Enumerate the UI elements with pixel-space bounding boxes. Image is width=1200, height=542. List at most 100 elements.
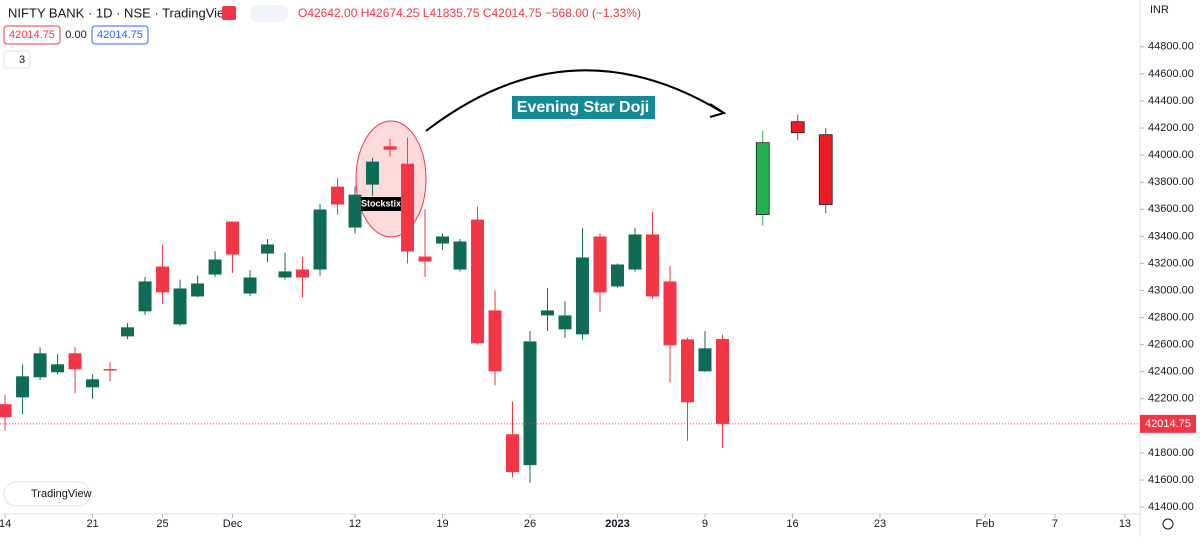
candle-body <box>383 146 397 150</box>
candle-body <box>331 186 345 205</box>
ask: 42014.75 <box>97 29 143 41</box>
candle-body <box>646 234 660 297</box>
badge <box>250 5 288 22</box>
candle-body <box>366 161 380 185</box>
spread: 0.00 <box>65 29 86 41</box>
arrow-head <box>709 103 727 118</box>
x-tick-label: 9 <box>702 518 708 530</box>
last-price-label: 42014.75 <box>1145 418 1191 430</box>
candle-body <box>313 209 327 270</box>
logo-box[interactable] <box>3 481 91 507</box>
candle-body <box>226 221 240 255</box>
x-tick-label: 13 <box>1119 518 1131 530</box>
candle-body <box>191 283 205 297</box>
candle-body <box>818 134 833 205</box>
indicators[interactable]: 3 <box>19 54 25 66</box>
candle-body <box>611 264 625 287</box>
bid-box <box>3 25 61 45</box>
y-tick-label: 44000.00 <box>1148 149 1194 161</box>
bid: 42014.75 <box>9 29 55 41</box>
candle-body <box>16 376 30 398</box>
candle-body <box>296 269 310 278</box>
candle-body <box>593 236 607 293</box>
y-tick-label: 44600.00 <box>1148 68 1194 80</box>
candle-body <box>558 315 572 330</box>
x-tick-label: Feb <box>975 518 994 530</box>
x-tick-label: 12 <box>349 518 361 530</box>
ohlc: O42642.00 H42674.25 L41835.75 C42014.75 … <box>298 6 641 20</box>
arrow <box>425 69 723 132</box>
candle-body <box>51 364 65 373</box>
y-tick-label: 43400.00 <box>1148 230 1194 242</box>
candle-body <box>453 241 467 270</box>
candle-body <box>488 310 502 372</box>
annotation: Evening Star Doji <box>517 99 649 116</box>
candle-body <box>471 219 485 344</box>
y-tick-label: 43600.00 <box>1148 203 1194 215</box>
x-tick-label: 2023 <box>605 518 629 530</box>
x-tick-label: 23 <box>874 518 886 530</box>
candle-body <box>790 121 805 134</box>
candle-body <box>33 353 47 378</box>
x-tick-label: 14 <box>0 518 11 530</box>
x-tick-label: 21 <box>86 518 98 530</box>
x-tick-label: 26 <box>524 518 536 530</box>
candle-body <box>243 277 257 294</box>
candle-body <box>680 339 694 403</box>
logo[interactable]: TradingView <box>31 488 92 500</box>
currency: INR <box>1150 4 1169 16</box>
candle-body <box>401 163 415 252</box>
x-tick-label: 25 <box>156 518 168 530</box>
candle-body <box>348 194 362 228</box>
watermark-box <box>361 197 401 211</box>
candle-body <box>663 281 677 346</box>
candle-body <box>278 271 292 278</box>
candle-body <box>86 379 100 388</box>
candle-body <box>698 348 712 372</box>
candle-body <box>68 353 82 370</box>
y-tick-label: 43200.00 <box>1148 257 1194 269</box>
x-tick-label: 16 <box>786 518 798 530</box>
x-tick-label: Dec <box>223 518 243 530</box>
candle-body <box>418 256 432 262</box>
y-tick-label: 44200.00 <box>1148 122 1194 134</box>
last-price-box <box>1140 414 1196 433</box>
y-tick-label: 44400.00 <box>1148 95 1194 107</box>
candle-body <box>261 244 275 254</box>
annotation-box <box>512 96 655 119</box>
candle-body <box>0 404 12 418</box>
y-tick-label: 42600.00 <box>1148 339 1194 351</box>
y-tick-label: 42200.00 <box>1148 393 1194 405</box>
candle-body <box>576 257 590 335</box>
symbol: NIFTY BANK · 1D · NSE · TradingView <box>8 5 234 20</box>
candle-body <box>628 234 642 270</box>
y-tick-label: 41600.00 <box>1148 474 1194 486</box>
candle-body <box>103 369 117 371</box>
candle-body <box>715 338 729 424</box>
watermark: Stockstix <box>361 198 401 208</box>
x-tick-label: 7 <box>1052 518 1058 530</box>
ask-box <box>91 25 149 45</box>
y-tick-label: 43000.00 <box>1148 284 1194 296</box>
settings-icon[interactable] <box>1162 518 1174 530</box>
y-tick-label: 41800.00 <box>1148 447 1194 459</box>
candle-body <box>541 310 555 316</box>
candle-body <box>121 327 135 337</box>
y-tick-label: 44800.00 <box>1148 41 1194 53</box>
flag <box>222 6 236 20</box>
candle-body <box>523 341 537 466</box>
candle-body <box>506 434 520 473</box>
candle-body <box>138 281 152 312</box>
candle-body <box>755 142 770 215</box>
y-tick-label: 42800.00 <box>1148 311 1194 323</box>
y-tick-label: 41400.00 <box>1148 501 1194 513</box>
y-tick-label: 42400.00 <box>1148 366 1194 378</box>
y-tick-label: 43800.00 <box>1148 176 1194 188</box>
x-tick-label: 19 <box>436 518 448 530</box>
indicators-box[interactable] <box>3 50 31 69</box>
candle-body <box>436 236 450 244</box>
candle-body <box>173 288 187 325</box>
candle-body <box>156 266 170 293</box>
candle-body <box>208 259 222 275</box>
